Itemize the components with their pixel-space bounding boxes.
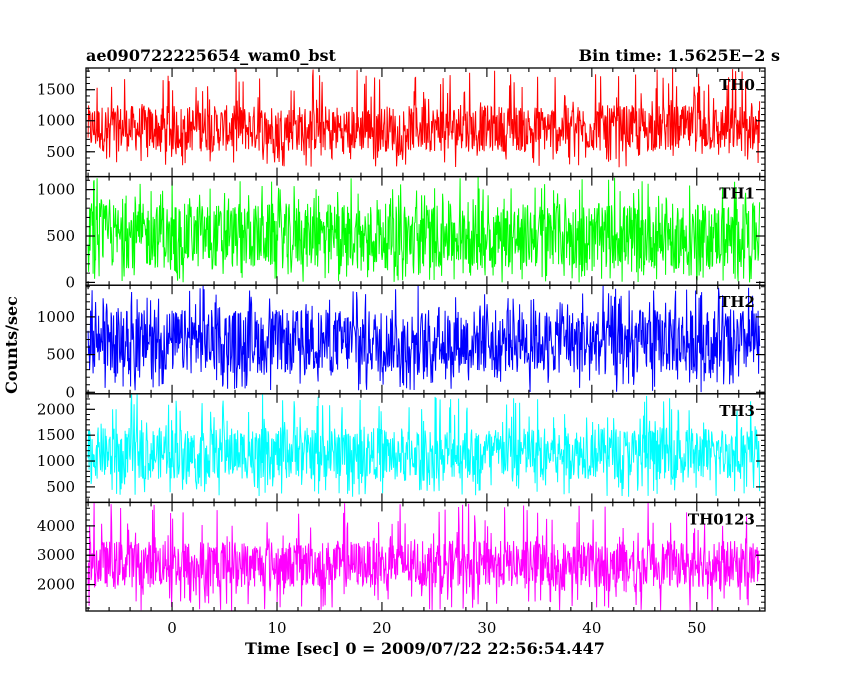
x-tick-label: 10: [267, 619, 286, 637]
panel-th0: 500 1000 1500 TH0: [37, 67, 766, 178]
y-tick-label: 1000: [37, 112, 75, 130]
panel-th1: 0 500 1000 TH1: [37, 175, 766, 291]
bin-time-label: Bin time: 1.5625E−2 s: [579, 46, 780, 65]
panel-tag-label: TH2: [719, 293, 755, 311]
panel-tag-label: TH3: [719, 402, 755, 420]
panel-frame: [85, 501, 766, 612]
x-tick-label: 40: [582, 619, 601, 637]
y-tick-label: 0: [65, 383, 75, 401]
y-tick-label: 500: [46, 143, 75, 161]
panel-th3: 500 1000 1500 2000 TH3: [37, 393, 766, 504]
panel-th0123: 2000 3000 4000 TH0123: [37, 501, 766, 612]
series-line-th1: [87, 176, 761, 283]
series-line-th2: [87, 285, 761, 393]
y-tick-label: 0: [65, 273, 75, 291]
y-tick-label: 500: [46, 346, 75, 364]
panel-tag-label: TH0: [719, 76, 755, 94]
chart-title: ae090722225654_wam0_bst: [86, 46, 337, 65]
x-axis-label: Time [sec] 0 = 2009/07/22 22:56:54.447: [245, 639, 605, 658]
y-tick-label: 500: [46, 478, 75, 496]
series-line-th0: [87, 68, 761, 168]
y-tick-label: 1500: [37, 426, 75, 444]
x-tick-label: 50: [687, 619, 706, 637]
series-line-th0123: [87, 502, 761, 611]
panel-th2: 0 500 1000 TH2: [37, 284, 766, 401]
panel-tag-label: TH1: [719, 185, 755, 203]
y-tick-label: 2000: [37, 400, 75, 418]
y-tick-label: 3000: [37, 546, 75, 564]
y-tick-label: 2000: [37, 576, 75, 594]
y-axis-label: Counts/sec: [2, 296, 21, 394]
x-tick-label: 0: [167, 619, 177, 637]
y-tick-label: 500: [46, 227, 75, 245]
panel-tag-label: TH0123: [688, 510, 755, 528]
y-tick-label: 1500: [37, 81, 75, 99]
x-tick-label: 20: [372, 619, 391, 637]
y-tick-label: 1000: [37, 308, 75, 326]
series-line-th3: [87, 393, 761, 497]
x-tick-label: 30: [477, 619, 496, 637]
y-tick-label: 1000: [37, 452, 75, 470]
y-tick-label: 4000: [37, 517, 75, 535]
y-tick-label: 1000: [37, 181, 75, 199]
